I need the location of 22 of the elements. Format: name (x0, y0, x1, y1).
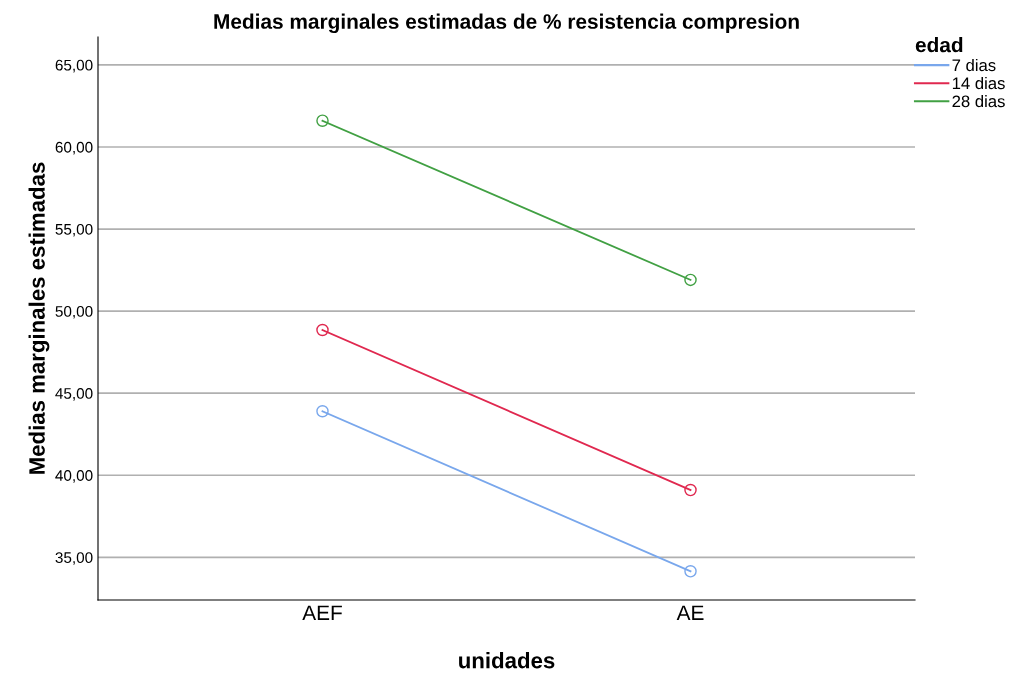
y-tick-label: 40,00 (55, 470, 93, 483)
point (684, 565, 697, 578)
y-tick-label: 50,00 (55, 305, 93, 319)
y-tick-label: 55,00 (55, 223, 93, 237)
x-tick-label: AE (676, 605, 704, 620)
legend-label: 7 dias (952, 58, 996, 72)
legend-title: edad (915, 37, 963, 53)
chart-title: Medias marginales estimadas de % resistencia compresion (214, 13, 799, 34)
y-axis-title: Medias marginales estimadas (28, 162, 50, 474)
point (316, 404, 329, 418)
y-tick-label: 45,00 (55, 388, 93, 401)
y-tick-label: 35,00 (55, 552, 93, 565)
legend-label: 28 dias (952, 94, 1005, 108)
x-axis-title: unidades (459, 652, 555, 669)
y-tick-label: 65,00 (55, 59, 93, 73)
point (684, 273, 697, 287)
point (684, 483, 697, 497)
x-tick-label: AEF (302, 605, 342, 620)
point (316, 114, 329, 127)
y-tick-label: 60,00 (55, 141, 93, 155)
point (316, 323, 329, 337)
legend-label: 14 dias (952, 76, 1005, 90)
